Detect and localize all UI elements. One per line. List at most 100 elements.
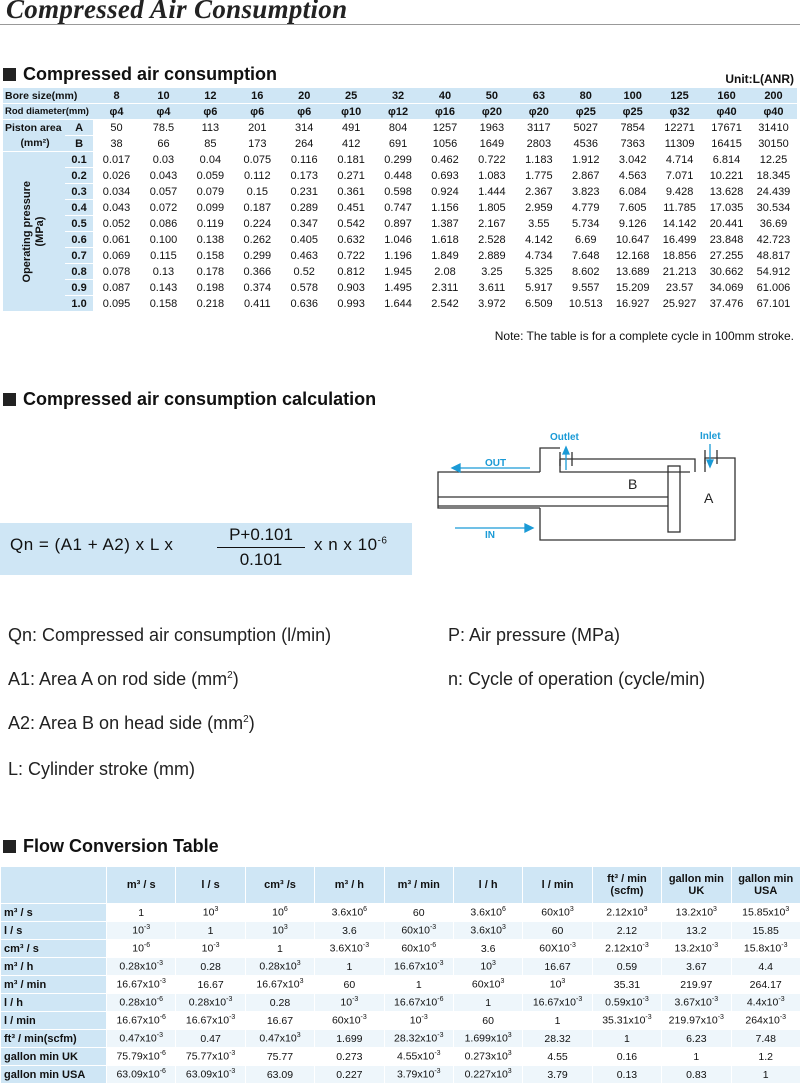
consumption-value: 1.775 (515, 167, 563, 184)
area-a-label: A (65, 119, 94, 136)
consumption-value: 0.03 (140, 151, 187, 168)
flow-value: 13.2x10-3 (661, 939, 732, 958)
consumption-value: 20.441 (703, 215, 750, 232)
consumption-value: 3.611 (468, 279, 516, 296)
bore-value: 63 (515, 88, 563, 104)
consumption-value: 0.812 (327, 263, 375, 280)
flow-header-cell: cm³ /s (244, 866, 316, 904)
consumption-value: 1.083 (468, 167, 516, 184)
area-a-value: 78.5 (140, 119, 187, 136)
flow-value: 1 (175, 921, 246, 940)
flow-value: 63.09x10-3 (175, 1065, 246, 1084)
flow-value: 4.4x10-3 (730, 993, 800, 1012)
area-b-value: 2803 (515, 135, 563, 152)
section-heading-calculation: Compressed air consumption calculation (3, 389, 376, 410)
formula-box (0, 523, 412, 575)
flow-value: 0.28 (175, 957, 246, 976)
bore-label: Bore size(mm) (3, 88, 94, 104)
consumption-table: Bore size(mm) 8 10 12 16 20 25 32 40 50 63 80 100 125… (3, 88, 797, 312)
formula-right-text: x n x 10 (314, 535, 378, 554)
pressure-value: 0.6 (65, 231, 94, 248)
area-a-value: 804 (374, 119, 422, 136)
flow-value: 0.28x103 (244, 957, 316, 976)
consumption-value: 17.035 (703, 199, 750, 216)
def-a2: A2: Area B on head side (mm2) (8, 713, 255, 734)
flow-row: m³ / h 0.28x10-3 0.28 0.28x103 1 16.67x10-3 10… (0, 957, 800, 976)
flow-row-label: gallon min USA (0, 1065, 107, 1084)
flow-value: 1 (244, 939, 316, 958)
flow-value: 0.16 (591, 1047, 663, 1066)
rod-value: φ10 (327, 103, 375, 120)
consumption-value: 0.115 (140, 247, 187, 264)
bore-value: 160 (703, 88, 750, 104)
flow-value: 1.2 (730, 1047, 800, 1066)
formula-right: x n x 10-6 (314, 535, 387, 555)
consumption-value: 10.513 (562, 295, 610, 312)
consumption-value: 0.143 (140, 279, 187, 296)
consumption-value: 4.779 (562, 199, 610, 216)
consumption-value: 42.723 (749, 231, 797, 248)
flow-value: 15.85x103 (730, 903, 800, 922)
consumption-value: 0.017 (93, 151, 140, 168)
bore-value: 8 (93, 88, 140, 104)
consumption-value: 1.945 (374, 263, 422, 280)
consumption-value: 0.448 (374, 167, 422, 184)
consumption-value: 0.299 (233, 247, 281, 264)
consumption-value: 3.042 (609, 151, 657, 168)
consumption-value: 1.618 (421, 231, 469, 248)
area-b-value: 16415 (703, 135, 750, 152)
flow-value: 10-6 (105, 939, 177, 958)
flow-row: gallon min USA 63.09x10-6 63.09x10-3 63.09 0… (0, 1065, 800, 1084)
consumption-value: 37.476 (703, 295, 750, 312)
consumption-value: 67.101 (749, 295, 797, 312)
def-a1-close: ) (232, 669, 239, 689)
flow-row-label: cm³ / s (0, 939, 107, 958)
def-n: n: Cycle of operation (cycle/min) (448, 669, 706, 689)
area-b-value: 7363 (609, 135, 657, 152)
consumption-value: 0.463 (280, 247, 328, 264)
flow-value: 75.79x10-6 (105, 1047, 177, 1066)
consumption-value: 0.119 (186, 215, 234, 232)
consumption-value: 12.25 (749, 151, 797, 168)
consumption-value: 21.213 (656, 263, 704, 280)
flow-value: 4.4 (730, 957, 800, 976)
pressure-value: 0.2 (65, 167, 94, 184)
consumption-value: 2.959 (515, 199, 563, 216)
consumption-value: 25.927 (656, 295, 704, 312)
op-label-unit: (MPa) (34, 216, 47, 247)
flow-row: l / h 0.28x10-6 0.28x10-3 0.28 10-3 16.67x10-… (0, 993, 800, 1012)
area-b-value: 38 (93, 135, 140, 152)
flow-value: 264.17 (730, 975, 800, 994)
cylinder-diagram: Outlet Inlet OUT IN B A (437, 431, 736, 541)
consumption-value: 0.075 (233, 151, 281, 168)
flow-row-label: m³ / s (0, 903, 107, 922)
flow-value: 75.77 (244, 1047, 316, 1066)
flow-row: cm³ / s 10-6 10-3 1 3.6X10-3 60x10-6 3.6 60X10-… (0, 939, 800, 958)
consumption-value: 0.722 (327, 247, 375, 264)
flow-value: 28.32 (522, 1029, 593, 1048)
consumption-value: 0.361 (327, 183, 375, 200)
piston-area-text: Piston area (5, 121, 62, 134)
consumption-value: 10.221 (703, 167, 750, 184)
bore-value: 12 (186, 88, 234, 104)
rod-value: φ25 (609, 103, 657, 120)
def-qn: Qn: Compressed air consumption (l/min) (8, 625, 332, 645)
consumption-value: 0.897 (374, 215, 422, 232)
flow-value: 60x10-3 (314, 1011, 385, 1030)
consumption-value: 61.006 (749, 279, 797, 296)
flow-row-label: gallon min UK (0, 1047, 107, 1066)
rod-value: φ12 (374, 103, 422, 120)
consumption-value: 9.557 (562, 279, 610, 296)
rod-value: φ40 (703, 103, 750, 120)
consumption-value: 0.231 (280, 183, 328, 200)
consumption-value: 16.927 (609, 295, 657, 312)
pressure-row: 0.4 0.043 0.072 0.099 0.187 0.289 0.451 0.747 1.… (3, 199, 797, 216)
flow-value: 60 (522, 921, 593, 940)
consumption-value: 0.057 (140, 183, 187, 200)
pressure-row: 0.7 0.069 0.115 0.158 0.299 0.463 0.722 1.196 1.… (3, 247, 797, 264)
consumption-value: 0.542 (327, 215, 375, 232)
consumption-value: 1.046 (374, 231, 422, 248)
consumption-value: 0.173 (280, 167, 328, 184)
outlet-label: Outlet (550, 432, 580, 443)
